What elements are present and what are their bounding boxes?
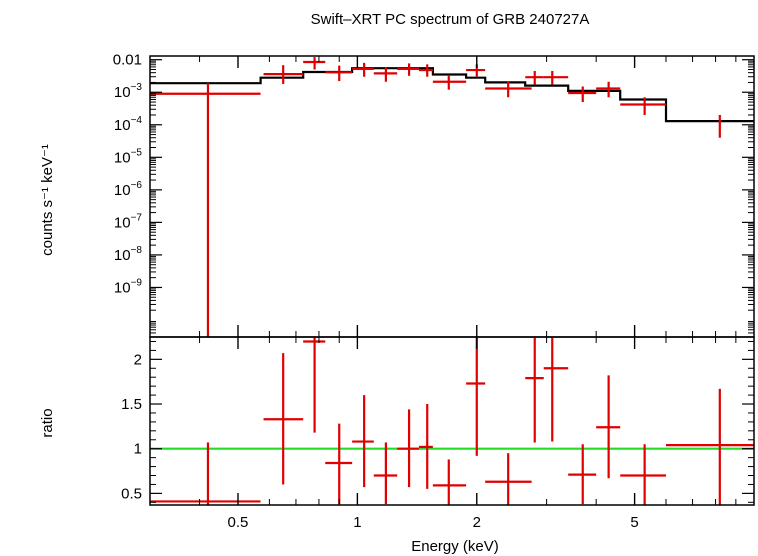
y-tick-label: 10−6 [114, 180, 143, 199]
y-tick-label: 10−4 [114, 115, 143, 134]
y-tick-label: 1 [134, 441, 142, 458]
x-tick-label: 0.5 [228, 514, 249, 531]
y-tick-label: 10−9 [114, 277, 143, 296]
chart-title: Swift–XRT PC spectrum of GRB 240727A [311, 11, 590, 28]
ratio-panel-frame [149, 336, 755, 506]
y-tick-label: 10−3 [114, 82, 143, 101]
y-tick-label: 0.5 [121, 485, 142, 502]
y-tick-label: 10−7 [114, 212, 143, 231]
y-tick-label: 2 [134, 351, 142, 368]
y-tick-label: 1.5 [121, 396, 142, 413]
y-tick-label: 10−5 [114, 147, 143, 166]
x-tick-label: 2 [473, 514, 481, 531]
top-panel-ylabel: counts s⁻¹ keV⁻¹ [39, 144, 56, 256]
spectrum-panel-frame [149, 55, 755, 338]
ratio-panel-ylabel: ratio [39, 408, 56, 437]
x-tick-label: 1 [353, 514, 361, 531]
y-tick-label: 10−8 [114, 245, 143, 264]
y-tick-label: 0.01 [113, 52, 142, 69]
x-axis-label: Energy (keV) [411, 538, 499, 555]
x-tick-label: 5 [630, 514, 638, 531]
model-step-line [150, 67, 754, 123]
